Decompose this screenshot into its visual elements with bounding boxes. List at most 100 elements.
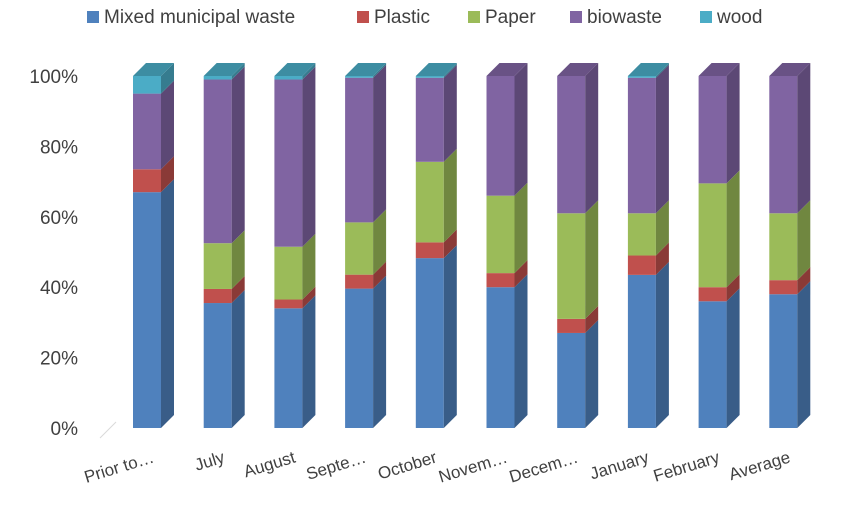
bar-segment-front	[698, 287, 727, 302]
bar-segment-side	[514, 260, 528, 288]
bar-group	[345, 63, 387, 428]
bar-segment-front	[486, 76, 515, 196]
bar-segment-front	[345, 288, 374, 428]
bar-segment-front	[627, 77, 656, 214]
bar-group	[627, 63, 669, 428]
bar-segment-front	[274, 308, 303, 428]
bar-segment-front	[203, 288, 232, 304]
bar-segment-side	[302, 66, 316, 247]
bar-segment-side	[726, 170, 740, 288]
bar-segment-side	[726, 288, 740, 428]
bar-segment-front	[415, 258, 444, 428]
bar-segment-front	[203, 303, 232, 428]
bar-segment-front	[769, 280, 798, 295]
bar-top-face	[274, 63, 316, 76]
bar-segment-side	[443, 64, 457, 162]
y-axis: 0% 20% 40% 60% 80% 100%	[29, 67, 117, 440]
x-tick-label: January	[588, 448, 652, 484]
bar-segment-front	[486, 273, 515, 288]
bar-segment-side	[302, 295, 316, 428]
bar-segment-side	[726, 274, 740, 302]
bar-segment-side	[443, 245, 457, 428]
bar-segment-front	[133, 76, 161, 94]
legend-item: Paper	[468, 7, 536, 28]
bar-segment-front	[557, 213, 586, 319]
bar-segment-side	[231, 66, 245, 244]
bar-segment-side	[797, 200, 811, 281]
bar-segment-side	[797, 63, 811, 214]
x-axis-labels: Prior to… July August Septe… OctoberNovem…De…	[82, 448, 793, 487]
bar-segment-side	[585, 305, 599, 333]
x-tick-label: Septe…	[304, 448, 368, 484]
y-tick-label: 80%	[40, 137, 78, 158]
bar-segment-side	[231, 275, 245, 304]
legend-label: Plastic	[374, 7, 430, 28]
y-tick-label: 100%	[29, 67, 78, 88]
legend-item: wood	[700, 7, 762, 28]
bar-segment-front	[274, 299, 303, 309]
bar-segment-side	[443, 148, 457, 243]
bar-segment-front	[203, 79, 232, 244]
legend-swatch	[357, 11, 369, 23]
x-tick-label: July	[192, 448, 227, 475]
legend-label: Mixed municipal waste	[104, 7, 295, 28]
bar-segment-front	[203, 76, 232, 80]
bar-segment-side	[231, 290, 245, 428]
bar-segment-front	[415, 242, 444, 259]
bar-segment-front	[203, 243, 232, 289]
x-tick-label: Average	[727, 448, 793, 485]
legend-item: biowaste	[570, 7, 662, 28]
bar-segment-side	[655, 261, 669, 428]
bar-segment-side	[514, 63, 528, 196]
bar-segment-front	[486, 195, 515, 274]
bar-segment-front	[769, 294, 798, 428]
bar-group	[557, 63, 599, 428]
bar-segment-side	[373, 261, 387, 289]
bar-group	[415, 63, 457, 428]
bar-segment-side	[797, 281, 811, 428]
bar-segment-side	[161, 63, 174, 94]
bar-segment-front	[627, 255, 656, 275]
bar-segment-front	[415, 77, 444, 162]
bar-segment-side	[443, 63, 457, 78]
bar-segment-side	[302, 63, 316, 80]
x-tick-label: February	[651, 448, 722, 486]
bar-segment-side	[655, 200, 669, 256]
bar-segment-front	[274, 79, 303, 247]
bar-segment-side	[302, 233, 316, 300]
bar-segment-front	[627, 76, 656, 78]
bar-segment-side	[443, 229, 457, 259]
bar-group	[203, 63, 245, 428]
bar-group	[274, 63, 316, 428]
bar-segment-front	[769, 213, 798, 281]
bar-top-face	[627, 63, 669, 76]
bar-segment-front	[627, 274, 656, 428]
bar-segment-front	[345, 77, 374, 223]
floor-edge	[99, 421, 117, 439]
bar-segment-front	[274, 246, 303, 300]
bar-segment-side	[302, 286, 316, 309]
bar-segment-side	[726, 63, 740, 184]
bar-segment-front	[769, 76, 798, 214]
bar-segment-side	[161, 80, 174, 170]
bar-segment-front	[345, 222, 374, 275]
bar-segment-front	[486, 287, 515, 428]
bar-segment-side	[514, 274, 528, 428]
x-tick-label: Novem…	[436, 448, 509, 487]
bar-group	[698, 63, 740, 428]
bar-segment-side	[373, 275, 387, 428]
bar-segment-side	[161, 156, 174, 193]
bar-group	[486, 63, 528, 428]
bar-segment-front	[698, 183, 727, 288]
bar-segment-front	[557, 318, 586, 333]
bar-segment-side	[161, 179, 174, 428]
bar-segment-side	[231, 230, 245, 289]
bar-top-face	[557, 63, 599, 76]
bar-segment-front	[345, 76, 374, 78]
y-tick-label: 40%	[40, 278, 78, 299]
bar-segment-front	[415, 161, 444, 243]
bar-top-face	[203, 63, 245, 76]
x-tick-label: August	[241, 448, 297, 482]
